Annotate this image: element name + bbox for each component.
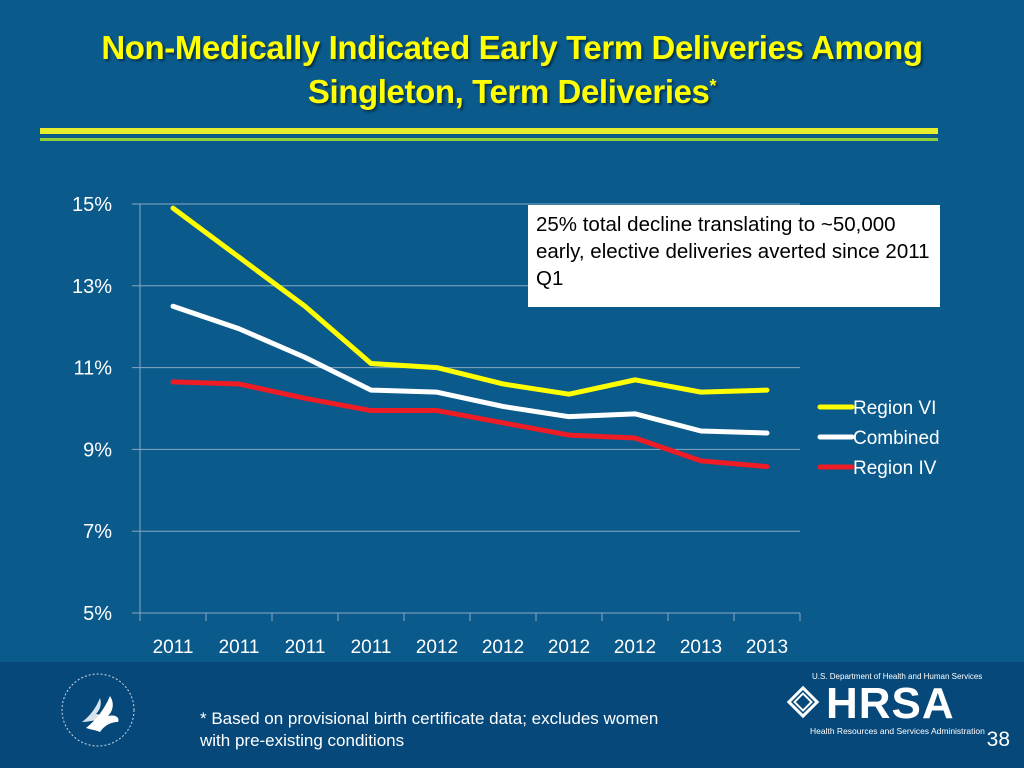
title-line-1: Non-Medically Indicated Early Term Deliv… [101,29,923,66]
hhs-eagle-icon [61,673,135,747]
x-tick-label-year: 2012 [482,637,524,658]
x-tick-label-year: 2011 [219,637,260,658]
series-line-region-iv [170,379,770,470]
hrsa-fullname-text: Health Resources and Services Administra… [810,726,985,736]
x-tick-label-year: 2011 [285,637,326,658]
title-rule-green [40,138,938,141]
y-tick-label: 15% [72,194,112,216]
y-tick-label: 9% [83,439,112,461]
footnote-line-2: with pre-existing conditions [200,731,405,750]
chart-axes [132,203,801,621]
footnote-line-1: * Based on provisional birth certificate… [200,709,659,728]
series-line-combined [170,303,770,436]
legend-label: Region IV [853,458,937,479]
y-axis-tick-labels: 15% 13% 11% 9% 7% 5% [72,194,112,625]
hrsa-emblem-icon [786,685,820,719]
x-tick-label-year: 2011 [351,637,392,658]
hrsa-wordmark: HRSA [826,679,955,728]
x-tick-label-year: 2013 [746,637,788,658]
x-tick-label-year: 2012 [614,637,656,658]
x-tick-label-year: 2012 [416,637,458,658]
y-tick-label: 5% [83,603,112,625]
y-tick-label: 11% [73,358,112,380]
line-chart: 15%13%11%9%7%5% 2011Q12011Q22011Q32011Q4… [72,194,940,697]
y-tick-label: 13% [72,276,112,298]
slide-title: Non-Medically Indicated Early Term Deliv… [10,26,1014,114]
x-tick-label-year: 2011 [153,637,194,658]
title-line-2: Singleton, Term Deliveries* [10,70,1014,114]
hrsa-department-text: U.S. Department of Health and Human Serv… [812,672,983,681]
x-tick-label-year: 2012 [548,637,590,658]
y-tick-label: 7% [83,521,112,543]
legend-label: Combined [853,428,940,449]
page-number: 38 [986,728,1010,751]
footer-band [0,662,1024,768]
title-rule-yellow [40,128,938,134]
title-line-2-text: Singleton, Term Deliveries [307,73,710,110]
x-tick-label-year: 2013 [680,637,722,658]
hrsa-logo: U.S. Department of Health and Human Serv… [780,670,985,740]
chart-series [170,205,770,470]
series-line-region-vi [170,205,770,397]
title-asterisk: * [709,76,717,96]
footnote: * Based on provisional birth certificate… [200,708,760,752]
decline-annotation-box: 25% total decline translating to ~50,000… [528,205,940,307]
legend-label: Region VI [853,398,936,419]
chart-legend: Region VI Combined Region IV [817,398,940,479]
